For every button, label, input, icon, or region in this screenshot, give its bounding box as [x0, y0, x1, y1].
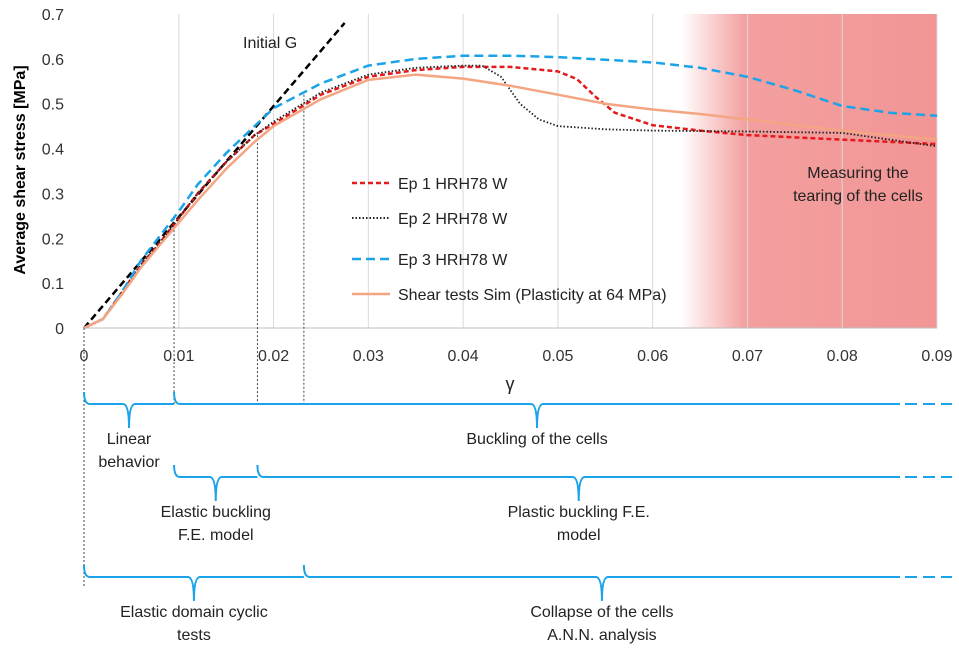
phase-label-1-line-1: Linear: [107, 431, 152, 448]
phase-label-4-line-2: model: [557, 527, 601, 544]
phase-label-5-line-2: tests: [177, 627, 211, 644]
legend: Ep 1 HRH78 W Ep 2 HRH78 W Ep 3 HRH78 W S…: [352, 176, 667, 304]
phase-label-2-line-1: Buckling of the cells: [466, 431, 607, 448]
x-tick-label: 0.03: [353, 348, 384, 365]
phase-label-5-line-1: Elastic domain cyclic: [120, 604, 268, 621]
phase-brace-3: [173, 464, 258, 502]
series-line-1: [83, 65, 938, 330]
phase-label-6-line-1: Collapse of the cells: [530, 604, 673, 621]
y-tick-label: 0.7: [42, 7, 64, 24]
tearing-shaded-region: [681, 14, 937, 328]
y-tick-label: 0.3: [42, 186, 64, 203]
y-axis-label: Average shear stress [MPa]: [12, 65, 29, 274]
phase-label-3-line-2: F.E. model: [178, 527, 254, 544]
x-tick-label: 0.06: [637, 348, 668, 365]
x-axis-label: γ: [506, 374, 515, 394]
x-tick-label: 0.01: [163, 348, 194, 365]
tearing-label-line-2: tearing of the cells: [793, 188, 923, 205]
legend-label-ep2: Ep 2 HRH78 W: [398, 211, 508, 228]
legend-label-ep1: Ep 1 HRH78 W: [398, 176, 508, 193]
x-tick-label: 0.05: [542, 348, 573, 365]
phase-brace-5: [83, 564, 304, 602]
phase-label-4-line-1: Plastic buckling F.E.: [508, 504, 650, 521]
x-tick-label: 0.04: [448, 348, 479, 365]
series-line-2: [83, 64, 938, 329]
x-tick-label: 0.09: [921, 348, 952, 365]
x-tick-label: 0.02: [258, 348, 289, 365]
phase-annotations: Linear behavior Buckling of the cells Elast…: [83, 391, 952, 644]
series-line-3: [83, 54, 938, 330]
phase-label-1-line-2: behavior: [98, 454, 160, 471]
phase-label-6-line-2: A.N.N. analysis: [547, 627, 656, 644]
y-tick-label: 0.2: [42, 231, 64, 248]
series-line-4: [83, 73, 938, 330]
legend-label-ep3: Ep 3 HRH78 W: [398, 252, 508, 269]
phase-label-3-line-1: Elastic buckling: [161, 504, 271, 521]
phase-brace-2: [173, 391, 900, 429]
y-tick-label: 0.5: [42, 97, 64, 114]
legend-label-sim: Shear tests Sim (Plasticity at 64 MPa): [398, 287, 667, 304]
y-tick-label: 0.6: [42, 52, 64, 69]
phase-brace-4: [256, 464, 900, 502]
phase-brace-1: [83, 391, 175, 429]
tearing-label-line-1: Measuring the: [807, 165, 908, 182]
y-tick-label: 0.4: [42, 142, 64, 159]
initial-g-label: Initial G: [243, 35, 297, 52]
x-tick-label: 0.08: [827, 348, 858, 365]
y-tick-label: 0.1: [42, 276, 64, 293]
x-tick-label: 0.07: [732, 348, 763, 365]
phase-brace-6: [302, 564, 900, 602]
y-tick-label: 0: [55, 321, 64, 338]
